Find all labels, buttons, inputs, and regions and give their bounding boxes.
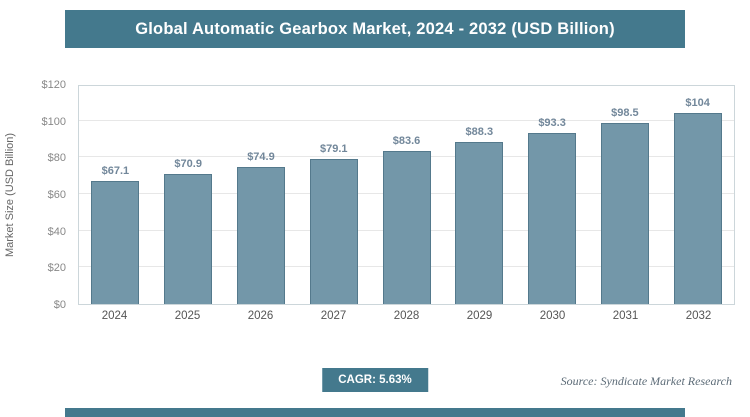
- bar-value-label: $83.6: [392, 134, 421, 147]
- bar-value-label: $104: [685, 97, 710, 110]
- x-tick-label: 2029: [466, 310, 493, 322]
- bar-2025: [164, 174, 213, 304]
- bar-value-label: $79.1: [319, 142, 348, 155]
- bar-series: $67.1 $70.9 $74.9 $79.1 $83.6 $88.3 $93.3 $98.5…: [79, 86, 734, 304]
- bar-2029: [455, 142, 504, 304]
- bar-value-label: $93.3: [538, 116, 566, 129]
- bar-value-label: $67.1: [101, 164, 130, 177]
- gridline: [79, 119, 734, 121]
- bar-2031: [600, 123, 649, 304]
- x-tick-label: 2024: [101, 310, 128, 322]
- footer-accent-strip: [65, 408, 685, 417]
- x-axis-ticks: 2024 2025 2026 2027 2028 2029 2030 2031 2032: [78, 310, 735, 322]
- bar-slot: $88.3: [443, 86, 516, 304]
- y-tick-label: $100: [41, 115, 66, 128]
- bar-slot: $104: [661, 86, 734, 304]
- bar-slot: $74.9: [225, 86, 298, 304]
- cagr-badge: CAGR: 5.63%: [322, 368, 428, 392]
- bar-value-label: $74.9: [247, 150, 275, 163]
- bar-2028: [382, 150, 431, 304]
- bar-value-label: $88.3: [465, 126, 494, 139]
- x-tick-label: 2032: [685, 310, 712, 322]
- x-tick-label: 2030: [539, 310, 566, 322]
- y-axis-ticks: $0 $20 $40 $60 $80 $100 $120: [20, 79, 72, 311]
- x-tick-label: 2027: [320, 310, 347, 322]
- x-tick-label: 2028: [393, 310, 420, 322]
- chart-title: Global Automatic Gearbox Market, 2024 - …: [135, 19, 615, 38]
- bar-slot: $67.1: [79, 86, 152, 304]
- bar-value-label: $98.5: [611, 107, 639, 120]
- bar-slot: $70.9: [152, 86, 225, 304]
- bar-slot: $98.5: [588, 86, 661, 304]
- x-tick-label: 2031: [612, 310, 639, 322]
- bar-2032: [673, 113, 722, 304]
- bar-2026: [236, 166, 285, 304]
- y-tick-label: $60: [47, 189, 66, 201]
- y-tick-label: $0: [53, 299, 66, 311]
- source-note: Source: Syndicate Market Research: [560, 374, 732, 388]
- y-tick-label: $20: [47, 262, 66, 275]
- bar-2024: [91, 180, 140, 304]
- bar-2027: [309, 158, 358, 304]
- bar-slot: $79.1: [297, 86, 370, 304]
- y-tick-label: $40: [47, 225, 66, 238]
- y-tick-label: $80: [47, 152, 66, 165]
- x-tick-label: 2025: [174, 310, 201, 322]
- chart-title-bar: Global Automatic Gearbox Market, 2024 - …: [65, 10, 685, 48]
- y-tick-label: $120: [41, 79, 66, 91]
- x-tick-label: 2026: [247, 310, 274, 322]
- plot-area: $67.1 $70.9 $74.9 $79.1 $83.6 $88.3 $93.3 $98.5…: [78, 85, 735, 305]
- bar-slot: $83.6: [370, 86, 443, 304]
- bar-2030: [528, 132, 577, 304]
- bar-slot: $93.3: [516, 86, 589, 304]
- y-axis-title: Market Size (USD Billion): [2, 85, 18, 305]
- bar-value-label: $70.9: [174, 158, 202, 171]
- y-axis-title-text: Market Size (USD Billion): [4, 132, 16, 258]
